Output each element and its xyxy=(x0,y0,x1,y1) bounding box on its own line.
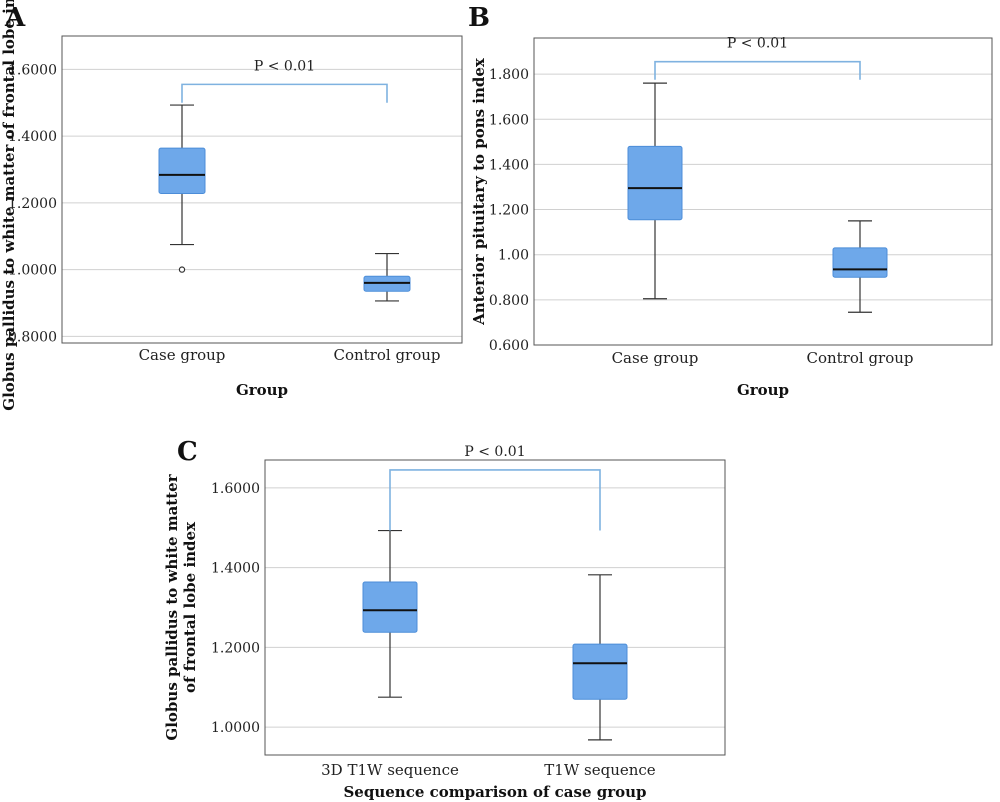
panel-letter: A xyxy=(4,3,26,33)
y-tick-label: 1.6000 xyxy=(8,62,57,78)
plot-frame xyxy=(61,35,463,344)
significance-bracket xyxy=(181,83,388,103)
y-tick-label: 0.600 xyxy=(489,338,529,354)
x-axis-title: Group xyxy=(737,381,789,399)
y-tick-label: 1.2000 xyxy=(8,196,57,212)
significance-bracket xyxy=(389,469,601,531)
x-category-label: Case group xyxy=(139,346,226,364)
y-tick-label: 0.800 xyxy=(489,293,529,309)
significance-bracket xyxy=(654,60,861,80)
y-tick-label: 0.8000 xyxy=(8,329,57,345)
x-axis-title: Group xyxy=(236,381,288,399)
y-axis-title: Globus pallidus to white matter of front… xyxy=(0,0,18,411)
plot-frame xyxy=(533,37,993,346)
y-axis-title: Globus pallidus to white matterof fronta… xyxy=(163,473,199,740)
chart-panel-a: A 0.8000 1.0000 1.2000 1.4000 1.6000 Case grou… xyxy=(0,0,463,411)
box-iqr xyxy=(362,581,418,633)
x-category-label: Control group xyxy=(333,346,440,364)
y-tick-label: 1.800 xyxy=(489,67,529,83)
y-tick-label: 1.4000 xyxy=(8,129,57,145)
y-axis-title: Anterior pituitary to pons index xyxy=(470,57,488,326)
box-iqr xyxy=(832,247,888,278)
chart-panel-b: B 0.600 0.800 1.00 1.200 1.400 1.600 1.800 Case … xyxy=(468,3,993,399)
box-iqr xyxy=(627,145,683,221)
y-tick-label: 1.00 xyxy=(498,248,529,264)
x-axis-title: Sequence comparison of case group xyxy=(343,783,646,801)
panel-letter: B xyxy=(468,3,490,33)
x-category-label: Control group xyxy=(806,349,913,367)
y-tick-label: 1.6000 xyxy=(211,481,260,497)
box-iqr xyxy=(572,643,628,700)
y-axis-title-line: Globus pallidus to white matter xyxy=(163,473,181,740)
y-tick-label: 1.4000 xyxy=(211,561,260,577)
y-tick-label: 1.200 xyxy=(489,203,529,219)
x-category-label: T1W sequence xyxy=(544,761,656,779)
x-category-label: Case group xyxy=(612,349,699,367)
y-tick-label: 1.0000 xyxy=(211,720,260,736)
p-value-label: P < 0.01 xyxy=(727,36,788,52)
p-value-label: P < 0.01 xyxy=(464,444,525,460)
outlier-point xyxy=(178,266,186,273)
box-iqr xyxy=(158,147,206,195)
y-tick-label: 1.400 xyxy=(489,157,529,173)
x-category-label: 3D T1W sequence xyxy=(321,761,459,779)
p-value-label: P < 0.01 xyxy=(254,58,315,74)
y-tick-label: 1.0000 xyxy=(8,263,57,279)
y-tick-label: 1.600 xyxy=(489,112,529,128)
panel-letter: C xyxy=(177,437,198,467)
chart-panel-c: C 1.0000 1.2000 1.4000 1.6000 3D T1W sequence… xyxy=(163,437,726,801)
plot-frame xyxy=(264,459,726,756)
y-tick-label: 1.2000 xyxy=(211,640,260,656)
y-axis-title-line: of frontal lobe index xyxy=(181,521,199,693)
